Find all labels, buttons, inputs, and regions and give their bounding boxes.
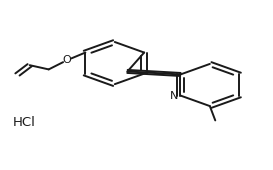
- Text: HCl: HCl: [13, 116, 36, 129]
- Text: O: O: [62, 55, 71, 65]
- Text: N: N: [170, 91, 178, 101]
